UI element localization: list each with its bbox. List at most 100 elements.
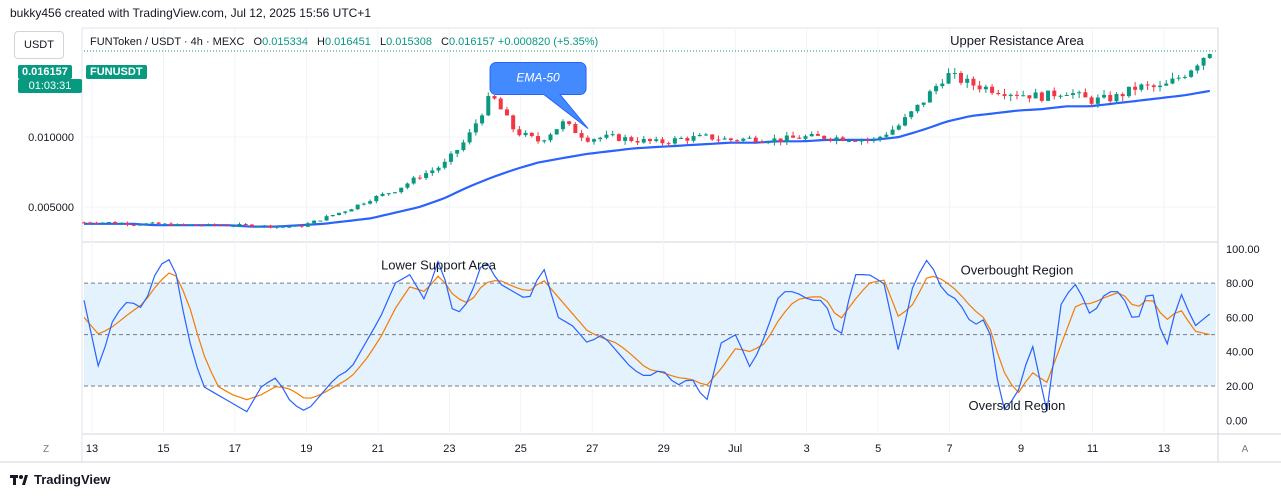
candle-body [1014, 94, 1019, 96]
candle-body [703, 134, 708, 136]
candle-body [125, 223, 130, 225]
candle-body [822, 135, 827, 139]
candle-body [629, 137, 634, 142]
candle-body [983, 86, 988, 90]
candle-body [144, 223, 149, 225]
candle-body [990, 86, 995, 93]
candle-body [666, 143, 671, 145]
candle-body [399, 187, 404, 193]
candle-body [1070, 93, 1075, 95]
annotation-text: Oversold Region [969, 398, 1066, 413]
candle-body [131, 224, 136, 226]
brand-name: TradingView [34, 472, 111, 487]
candle-body [871, 138, 876, 140]
x-tick-label: 21 [372, 443, 384, 455]
candle-body [878, 136, 883, 139]
candle-body [181, 224, 186, 226]
stoch-K-line [83, 258, 1211, 413]
stoch-y-tick-label: 100.00 [1226, 244, 1260, 256]
candle-body [952, 72, 957, 74]
candle-body [1095, 97, 1100, 104]
candle-body [113, 222, 118, 224]
candle-body [88, 222, 93, 224]
candle-body [1189, 70, 1194, 77]
candle-body [169, 223, 174, 226]
candle-body [567, 121, 572, 125]
candle-body [691, 136, 696, 141]
candle-body [386, 193, 391, 195]
candle-body [536, 136, 541, 142]
stoch-y-tick-label: 40.00 [1226, 347, 1254, 359]
candle-body [287, 226, 292, 228]
candle-body [623, 137, 628, 141]
candle-body [355, 204, 360, 210]
candle-body [1089, 97, 1094, 104]
candle-body [405, 183, 410, 188]
x-tick-label: 9 [1018, 443, 1024, 455]
candle-body [343, 211, 348, 213]
candle-body [815, 133, 820, 136]
y-tick-label: 0.005000 [28, 202, 74, 214]
candle-body [1182, 76, 1187, 78]
candle-body [374, 195, 379, 202]
tradingview-logo-icon [10, 474, 28, 485]
candle-body [1158, 85, 1163, 88]
candle-body [1170, 78, 1175, 84]
candle-body [504, 109, 509, 116]
candle-body [728, 138, 733, 141]
candle-body [791, 135, 796, 138]
candle-body [741, 138, 746, 141]
candle-body [946, 73, 951, 84]
candle-body [766, 142, 771, 144]
candle-body [996, 92, 1001, 95]
x-tick-label: 7 [947, 443, 953, 455]
candle-body [1195, 65, 1200, 71]
candle-body [262, 225, 267, 227]
candle-body [654, 139, 659, 142]
annotations: Upper Resistance Area EMA-50 Lower Support… [381, 33, 1085, 413]
candle-body [977, 85, 982, 90]
candle-body [243, 224, 248, 226]
ema-callout-bubble [489, 62, 589, 129]
candle-body [685, 138, 690, 141]
candle-body [1145, 84, 1150, 86]
candle-body [411, 177, 416, 184]
candle-body [697, 134, 702, 137]
candle-body [1207, 54, 1212, 58]
candle-body [853, 140, 858, 142]
currency-button[interactable]: USDT [14, 31, 64, 59]
x-tick-label: 13 [86, 443, 98, 455]
candle-body [915, 104, 920, 112]
close-label: C [441, 36, 449, 48]
candle-body [330, 214, 335, 217]
annotation-text: Overbought Region [961, 263, 1074, 278]
change-value: +0.000820 (+5.35%) [497, 36, 599, 48]
candle-body [1077, 92, 1082, 94]
candle-body [1126, 86, 1131, 97]
candle-body [361, 203, 366, 205]
ticker-label: FUNUSDT [86, 65, 147, 79]
x-tick-label: 3 [804, 443, 810, 455]
candle-body [349, 209, 354, 212]
candle-body [1108, 94, 1113, 102]
candle-body [1058, 95, 1063, 97]
price-label: 0.016157 [18, 65, 72, 79]
candle-body [772, 138, 777, 143]
auto-scale-button[interactable]: A [1241, 443, 1249, 455]
low-value: 0.015308 [386, 36, 432, 48]
annotation-text: Upper Resistance Area [950, 33, 1084, 48]
zoom-button[interactable]: Z [42, 443, 50, 455]
candle-body [187, 224, 192, 226]
candle-body [542, 140, 547, 142]
candle-body [927, 91, 932, 103]
candle-body [896, 125, 901, 130]
candle-body [710, 134, 715, 140]
open-label: O [253, 36, 263, 48]
stoch-band [84, 282, 1216, 387]
candle-body [903, 117, 908, 126]
candle-body [455, 150, 460, 154]
candle-body [554, 129, 559, 135]
candle-body [368, 201, 373, 204]
candle-body [1133, 86, 1138, 90]
